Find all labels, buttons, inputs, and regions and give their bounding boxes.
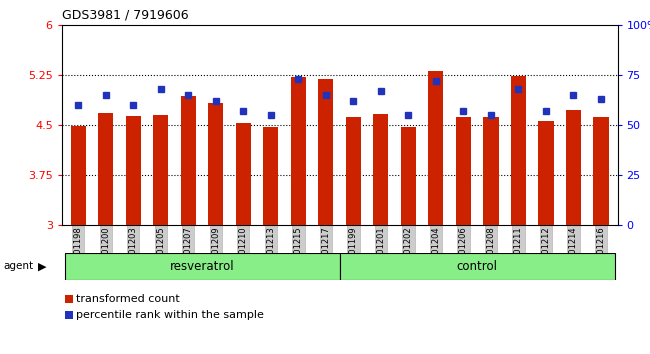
Bar [263,127,278,225]
Text: GDS3981 / 7919606: GDS3981 / 7919606 [62,9,188,22]
Bar [428,72,443,225]
Bar [125,116,141,225]
Bar [153,115,168,225]
Text: percentile rank within the sample: percentile rank within the sample [76,310,264,320]
Bar [291,77,306,225]
Bar [339,253,615,280]
Bar [456,117,471,225]
Bar [538,121,554,225]
Bar [98,113,113,225]
Bar [71,126,86,225]
Bar [318,79,333,225]
Bar [566,110,581,225]
Bar [208,103,224,225]
Bar [373,114,389,225]
Bar [593,117,608,225]
Bar [181,96,196,225]
Text: control: control [457,260,498,273]
Bar [484,117,499,225]
Bar [511,76,526,225]
Bar [346,117,361,225]
Bar [64,253,339,280]
Text: agent: agent [3,261,33,271]
Bar [401,127,416,225]
Text: ▶: ▶ [38,261,46,271]
Bar [236,124,251,225]
Text: transformed count: transformed count [76,294,180,304]
Text: resveratrol: resveratrol [170,260,235,273]
